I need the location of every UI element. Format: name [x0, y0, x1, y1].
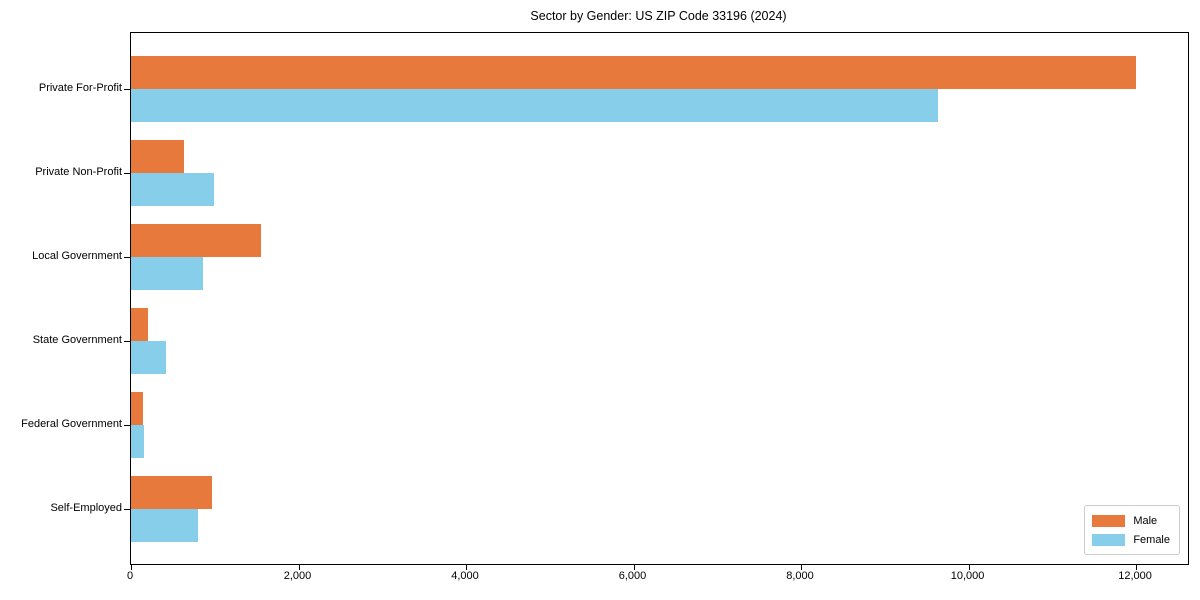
bar-female-local-government	[131, 257, 203, 290]
x-axis-tick-4000	[466, 565, 467, 570]
x-axis-label-2000: 2,000	[283, 570, 312, 582]
chart-title: Sector by Gender: US ZIP Code 33196 (202…	[530, 9, 787, 23]
x-axis-tick-8000	[801, 565, 802, 570]
bar-female-self-employed	[131, 509, 198, 542]
bar-male-federal-government	[131, 392, 143, 425]
y-axis-tick-private-for-profit	[124, 89, 131, 90]
x-axis-tick-12000	[1136, 565, 1138, 570]
x-axis-label-6000: 6,000	[618, 570, 647, 582]
bar-female-private-for-profit	[131, 89, 939, 122]
bar-male-private-for-profit	[131, 56, 1137, 89]
legend: Male Female	[1084, 505, 1180, 555]
x-axis-label-4000: 4,000	[451, 570, 479, 582]
legend-swatch-female	[1092, 533, 1126, 546]
bar-male-state-government	[131, 308, 148, 341]
x-axis-label-0: 0	[126, 570, 134, 582]
y-axis-label-private-non-profit: Private Non-Profit	[35, 166, 122, 178]
y-axis-tick-private-non-profit	[124, 173, 131, 174]
x-axis-label-10000: 10,000	[950, 570, 985, 582]
legend-entry-male: Male	[1092, 511, 1170, 530]
legend-swatch-male	[1092, 514, 1126, 527]
bar-male-private-non-profit	[131, 140, 184, 173]
x-axis-tick-2000	[298, 565, 300, 570]
x-axis-label-12000: 12,000	[1118, 570, 1152, 582]
y-axis-label-self-employed: Self-Employed	[50, 502, 122, 514]
y-axis-tick-state-government	[124, 341, 131, 342]
y-axis-tick-local-government	[124, 257, 131, 258]
bar-female-private-non-profit	[131, 173, 214, 206]
y-axis-label-federal-government: Federal Government	[21, 418, 122, 430]
bar-male-self-employed	[131, 476, 213, 509]
plot-area: Male Female	[124, 32, 1189, 570]
x-axis-tick-10000	[968, 565, 970, 570]
x-axis-label-8000: 8,000	[786, 570, 814, 582]
y-axis-label-state-government: State Government	[32, 334, 122, 346]
bar-male-local-government	[131, 224, 261, 257]
x-axis-tick-6000	[633, 565, 635, 570]
y-axis-tick-self-employed	[124, 509, 131, 510]
legend-label-male: Male	[1133, 514, 1158, 527]
y-axis-label-private-for-profit: Private For-Profit	[38, 82, 122, 94]
bar-female-federal-government	[131, 425, 144, 458]
bar-female-state-government	[131, 341, 167, 374]
y-axis-tick-federal-government	[124, 425, 131, 426]
legend-label-female: Female	[1133, 533, 1170, 546]
y-axis-label-local-government: Local Government	[32, 250, 122, 262]
x-axis-tick-0	[131, 565, 132, 570]
legend-entry-female: Female	[1092, 530, 1170, 549]
